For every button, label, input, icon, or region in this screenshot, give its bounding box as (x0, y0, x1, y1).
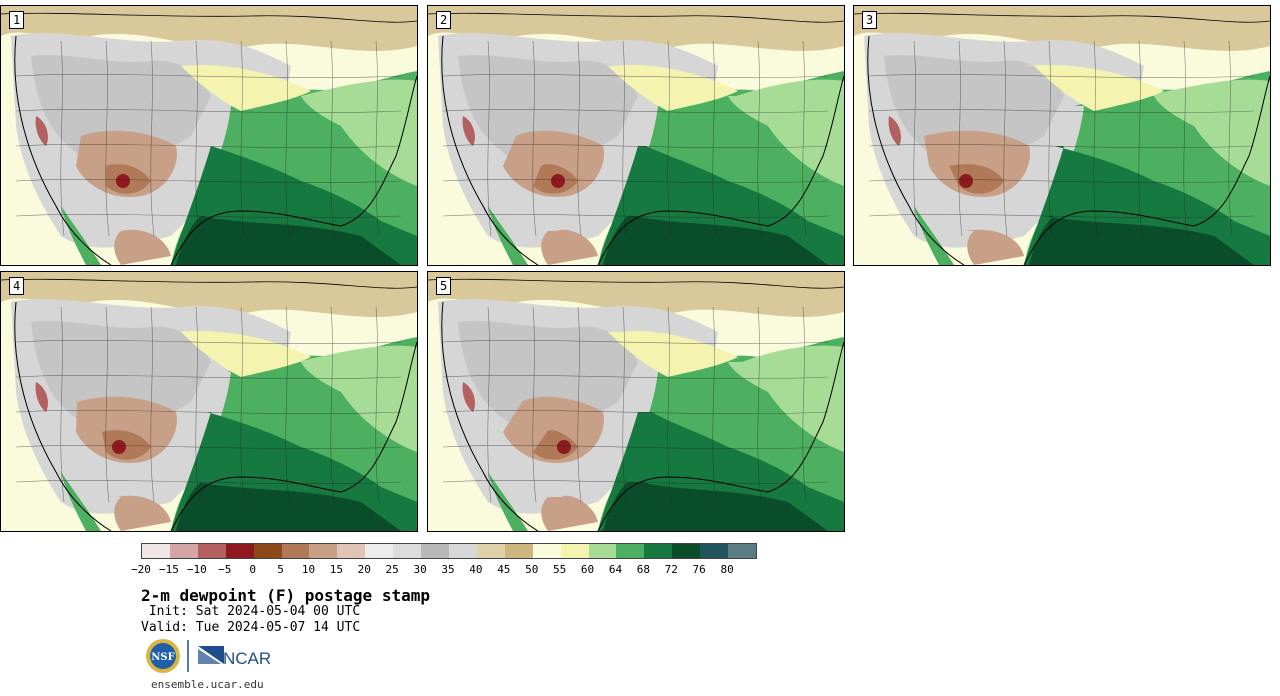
dewpoint-map (1, 6, 417, 265)
colorbar-segment (225, 544, 254, 558)
chart-title: 2-m dewpoint (F) postage stamp (141, 586, 430, 605)
colorbar-tick-label: 64 (608, 563, 623, 576)
colorbar-tick-label: 60 (580, 563, 595, 576)
colorbar-segment (197, 544, 226, 558)
member-panel-3: 3 (853, 5, 1271, 266)
colorbar-tick-label: 45 (497, 563, 511, 576)
init-time: Init: Sat 2024-05-04 00 UTC (141, 604, 361, 619)
nsf-text: NSF (151, 652, 174, 663)
colorbar-tick-label: 10 (301, 563, 316, 576)
colorbar-tick-label: −5 (218, 563, 232, 576)
dewpoint-map (428, 272, 844, 531)
colorbar-segment (532, 544, 561, 558)
colorbar-segment (169, 544, 198, 558)
colorbar-segment (365, 544, 394, 558)
colorbar-tick-label: 30 (413, 563, 427, 576)
colorbar-tick-label: 72 (664, 563, 678, 576)
colorbar-segment (588, 544, 617, 558)
colorbar-segment (281, 544, 310, 558)
colorbar-tick-label: 55 (553, 563, 567, 576)
colorbar-tick-label: −10 (186, 563, 207, 576)
colorbar-segment (504, 544, 533, 558)
colorbar-segment (728, 544, 756, 558)
colorbar-ticks: −20 −15 −10 −5 0 5 10 15 20 25 30 35 40 45 50 55 60 64 68 7… (131, 563, 781, 579)
ncar-logo: NCAR (198, 646, 271, 668)
colorbar-segment (253, 544, 282, 558)
member-label: 4 (9, 277, 25, 295)
valid-time: Valid: Tue 2024-05-07 14 UTC (141, 620, 361, 635)
colorbar-segment (421, 544, 449, 558)
colorbar-segment (309, 544, 338, 558)
colorbar-segment (337, 544, 366, 558)
member-label: 5 (436, 277, 452, 295)
sponsor-logos: NSF NCAR (146, 639, 271, 673)
member-panel-4: 4 (0, 271, 418, 532)
dewpoint-map (1, 272, 417, 531)
colorbar-tick-label: 35 (441, 563, 455, 576)
colorbar-tick-label: 76 (692, 563, 706, 576)
colorbar-tick-label: −20 (131, 563, 151, 576)
colorbar-segment (560, 544, 589, 558)
colorbar-tick-label: 68 (636, 563, 650, 576)
member-panel-2: 2 (427, 5, 845, 266)
dewpoint-map (854, 6, 1270, 265)
member-panel-1: 1 (0, 5, 418, 266)
colorbar-segment (616, 544, 645, 558)
ncar-text: NCAR (223, 649, 271, 668)
colorbar-tick-label: 50 (525, 563, 539, 576)
colorbar-segment (700, 544, 729, 558)
nsf-logo: NSF (146, 639, 180, 673)
colorbar-segment (142, 544, 170, 558)
colorbar-segment (448, 544, 477, 558)
member-label: 2 (436, 11, 452, 29)
dewpoint-map (428, 6, 844, 265)
colorbar-segment (476, 544, 505, 558)
colorbar-tick-label: −15 (158, 563, 179, 576)
site-url[interactable]: ensemble.ucar.edu (151, 678, 264, 691)
member-panel-5: 5 (427, 271, 845, 532)
colorbar-tick-label: 15 (329, 563, 343, 576)
member-label: 3 (862, 11, 878, 29)
colorbar-tick-label: 0 (249, 563, 256, 576)
member-label: 1 (9, 11, 25, 29)
colorbar-segment (672, 544, 701, 558)
colorbar-tick-label: 20 (357, 563, 371, 576)
colorbar-tick-label: 40 (469, 563, 483, 576)
colorbar-tick-label: 25 (385, 563, 399, 576)
colorbar-tick-label: 80 (720, 563, 734, 576)
colorbar-segment (644, 544, 673, 558)
colorbar (141, 543, 757, 559)
colorbar-tick-label: 5 (277, 563, 284, 576)
colorbar-segment (393, 544, 422, 558)
